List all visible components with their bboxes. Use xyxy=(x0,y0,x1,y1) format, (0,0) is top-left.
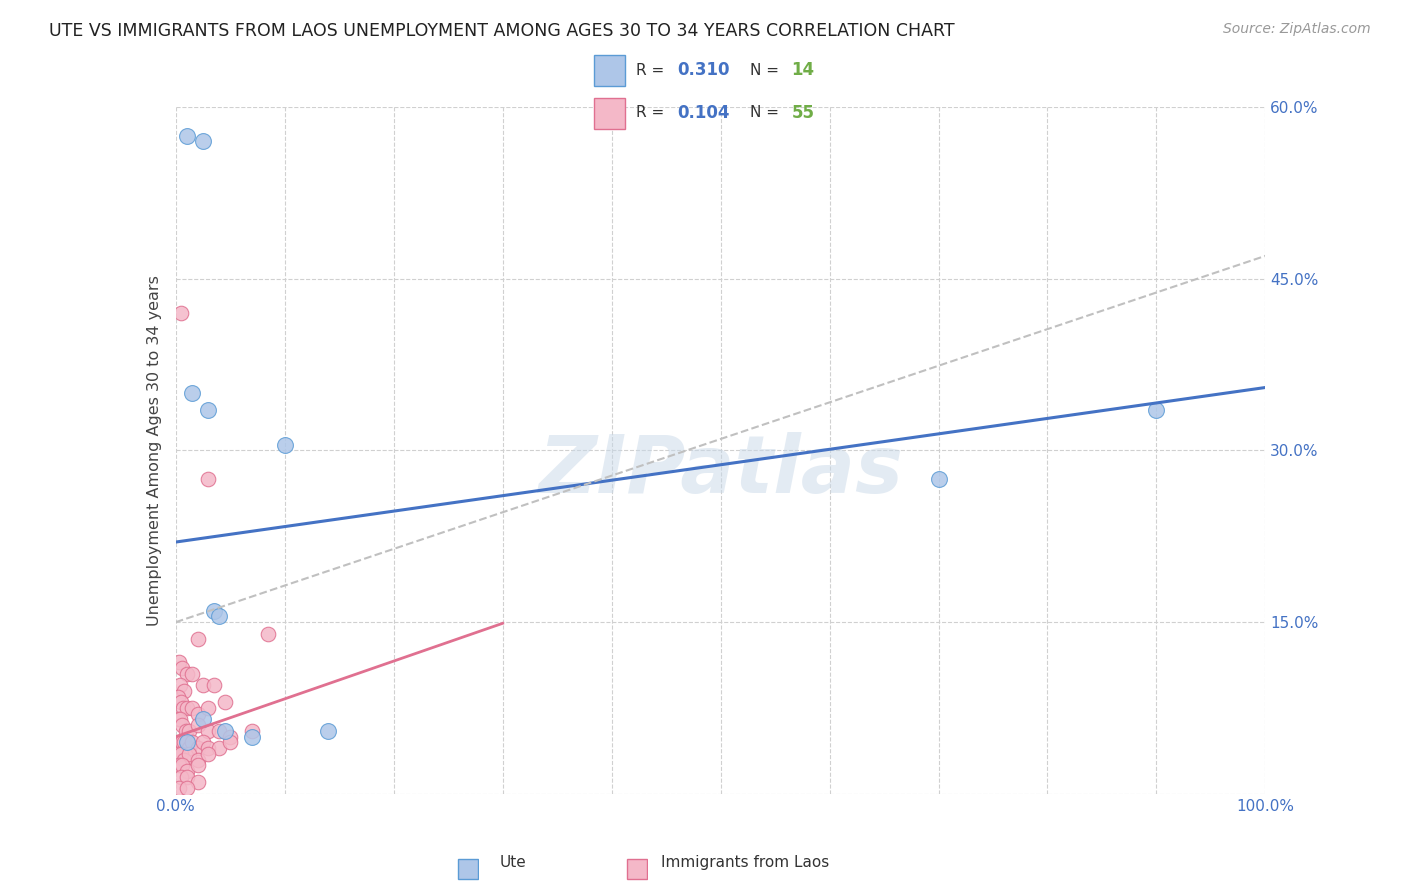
Point xyxy=(173,753,195,767)
Point xyxy=(191,713,214,727)
Point xyxy=(181,735,204,749)
Point xyxy=(167,690,190,704)
Point xyxy=(167,781,190,796)
Point xyxy=(257,626,280,640)
Point xyxy=(167,747,190,761)
Text: 55: 55 xyxy=(792,104,814,122)
Point xyxy=(197,701,219,715)
Point xyxy=(1146,403,1168,417)
Point xyxy=(191,678,214,692)
Point xyxy=(197,723,219,738)
Point xyxy=(176,770,198,784)
Point xyxy=(928,472,950,486)
Text: 14: 14 xyxy=(792,62,814,79)
FancyBboxPatch shape xyxy=(458,859,478,879)
Point xyxy=(170,695,193,709)
Point xyxy=(186,753,209,767)
Point xyxy=(170,306,193,320)
Point xyxy=(172,701,194,715)
Point xyxy=(177,741,200,756)
Point xyxy=(176,666,198,681)
Point xyxy=(186,775,209,789)
Point xyxy=(167,758,190,772)
Point xyxy=(186,758,209,772)
Y-axis label: Unemployment Among Ages 30 to 34 years: Unemployment Among Ages 30 to 34 years xyxy=(146,275,162,626)
Text: Immigrants from Laos: Immigrants from Laos xyxy=(661,855,830,870)
Point xyxy=(169,678,191,692)
Point xyxy=(214,695,236,709)
Point xyxy=(167,655,190,669)
Point xyxy=(186,706,209,721)
Point xyxy=(191,735,214,749)
Point xyxy=(274,438,297,452)
Text: N =: N = xyxy=(749,62,783,78)
Text: N =: N = xyxy=(749,105,783,120)
Point xyxy=(186,718,209,732)
Point xyxy=(186,741,209,756)
Point xyxy=(214,723,236,738)
Point xyxy=(208,609,231,624)
Text: 0.310: 0.310 xyxy=(678,62,730,79)
Point xyxy=(172,735,194,749)
Text: UTE VS IMMIGRANTS FROM LAOS UNEMPLOYMENT AMONG AGES 30 TO 34 YEARS CORRELATION C: UTE VS IMMIGRANTS FROM LAOS UNEMPLOYMENT… xyxy=(49,22,955,40)
Point xyxy=(191,135,214,149)
Point xyxy=(202,604,225,618)
Point xyxy=(167,735,190,749)
Point xyxy=(170,770,193,784)
Point xyxy=(167,713,190,727)
Point xyxy=(174,723,197,738)
Point xyxy=(176,128,198,143)
Point xyxy=(176,764,198,778)
Point xyxy=(197,472,219,486)
Point xyxy=(172,718,194,732)
Point xyxy=(176,735,198,749)
Point xyxy=(181,701,204,715)
Point xyxy=(197,403,219,417)
Point xyxy=(177,723,200,738)
Point xyxy=(197,741,219,756)
Point xyxy=(208,741,231,756)
Point xyxy=(181,666,204,681)
Point xyxy=(172,661,194,675)
Text: R =: R = xyxy=(636,105,669,120)
Point xyxy=(176,701,198,715)
Point xyxy=(173,735,195,749)
Point xyxy=(181,386,204,401)
Point xyxy=(177,747,200,761)
FancyBboxPatch shape xyxy=(593,98,626,129)
Text: Source: ZipAtlas.com: Source: ZipAtlas.com xyxy=(1223,22,1371,37)
Text: ZIPatlas: ZIPatlas xyxy=(538,432,903,510)
Point xyxy=(240,723,263,738)
Text: R =: R = xyxy=(636,62,669,78)
Point xyxy=(172,758,194,772)
Point xyxy=(219,730,242,744)
Text: Ute: Ute xyxy=(499,855,526,870)
FancyBboxPatch shape xyxy=(593,55,626,86)
Point xyxy=(318,723,340,738)
Point xyxy=(186,632,209,647)
Point xyxy=(173,683,195,698)
FancyBboxPatch shape xyxy=(627,859,647,879)
Point xyxy=(208,723,231,738)
Point xyxy=(197,747,219,761)
Point xyxy=(170,747,193,761)
Point xyxy=(176,781,198,796)
Point xyxy=(202,678,225,692)
Point xyxy=(240,730,263,744)
Point xyxy=(169,713,191,727)
Text: 0.104: 0.104 xyxy=(678,104,730,122)
Point xyxy=(219,735,242,749)
